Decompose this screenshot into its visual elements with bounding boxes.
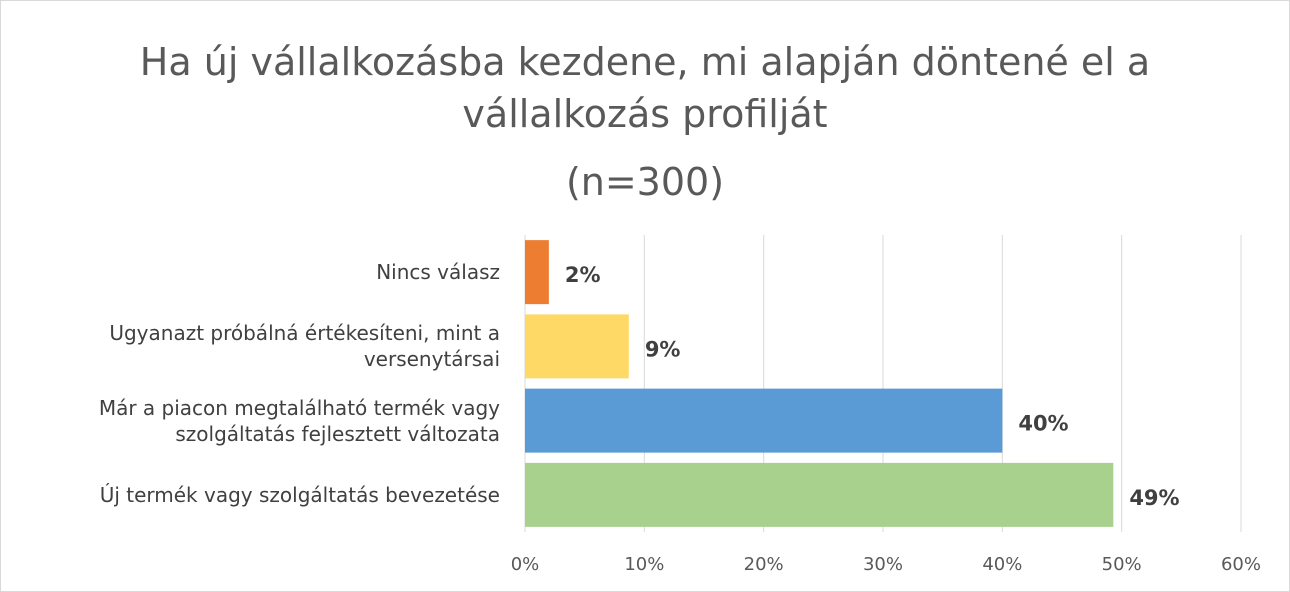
y-tick-label: Új termék vagy szolgáltatás bevezetése <box>99 482 500 507</box>
y-tick-label: Már a piacon megtalálható termék vagy sz… <box>98 395 500 446</box>
chart-title: Ha új vállalkozásba kezdene, mi alapján … <box>139 40 1151 136</box>
bar <box>525 240 549 305</box>
x-tick-label: 20% <box>744 554 784 575</box>
data-label: 40% <box>1018 412 1068 436</box>
x-tick-label: 0% <box>511 554 540 575</box>
y-tick-label: Ugyanazt próbálná értékesíteni, mint a v… <box>109 321 500 372</box>
x-tick-label: 10% <box>624 554 664 575</box>
bar <box>525 388 1003 453</box>
bar <box>525 462 1114 527</box>
x-tick-label: 30% <box>863 554 903 575</box>
x-tick-label: 40% <box>982 554 1022 575</box>
data-label: 2% <box>565 263 601 287</box>
bar <box>525 314 629 379</box>
chart-subtitle: (n=300) <box>565 160 725 204</box>
y-tick-label: Nincs válasz <box>376 260 500 285</box>
x-tick-label: 50% <box>1102 554 1142 575</box>
x-tick-label: 60% <box>1221 554 1261 575</box>
data-label: 9% <box>645 337 681 361</box>
data-label: 49% <box>1129 486 1179 510</box>
